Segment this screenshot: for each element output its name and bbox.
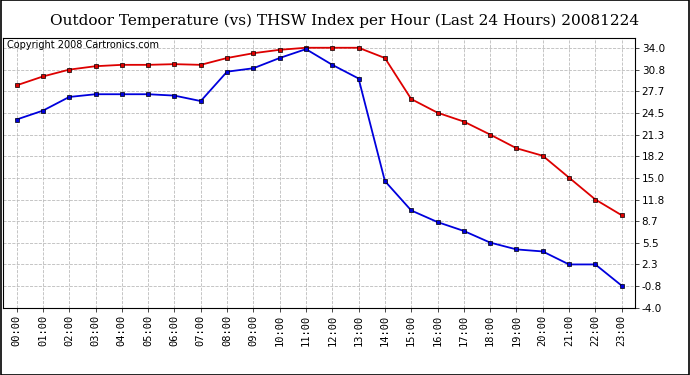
- Text: Outdoor Temperature (vs) THSW Index per Hour (Last 24 Hours) 20081224: Outdoor Temperature (vs) THSW Index per …: [50, 13, 640, 27]
- Text: Copyright 2008 Cartronics.com: Copyright 2008 Cartronics.com: [7, 40, 159, 50]
